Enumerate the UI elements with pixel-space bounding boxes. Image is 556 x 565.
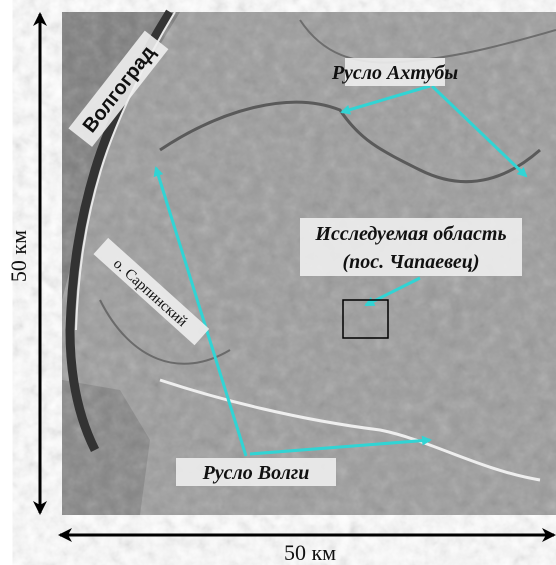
volga-label: Русло Волги — [202, 462, 310, 484]
vertical-scale-label: 50 км — [6, 230, 31, 282]
horizontal-scale-label: 50 км — [284, 540, 336, 565]
study-area-note: (пос. Чапаевец) — [343, 251, 480, 273]
figure: Русло Ахтубы Исследуемая область (пос. Ч… — [0, 0, 556, 565]
study-area-label: Исследуемая область — [314, 223, 506, 245]
akhtuba-label: Русло Ахтубы — [331, 62, 458, 84]
